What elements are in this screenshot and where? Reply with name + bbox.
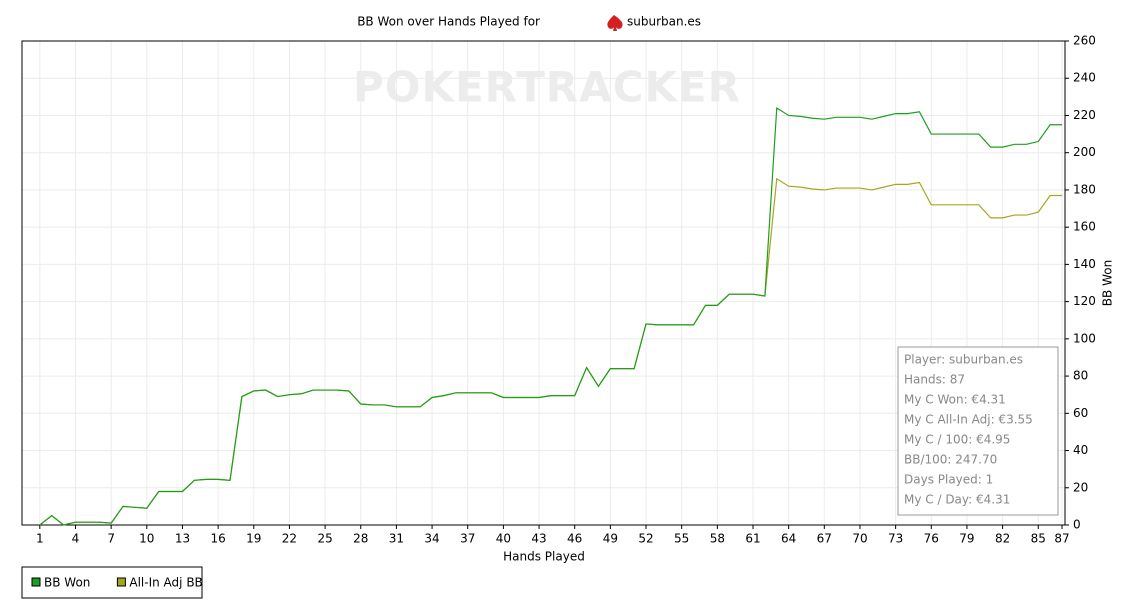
legend-swatch <box>31 577 41 587</box>
x-tick-label: 37 <box>460 532 475 546</box>
y-tick-label: 40 <box>1073 443 1088 457</box>
x-tick-label: 1 <box>36 532 44 546</box>
stat-line: Player: suburban.es <box>904 353 1023 367</box>
y-tick-label: 60 <box>1073 406 1088 420</box>
y-tick-label: 120 <box>1073 294 1096 308</box>
y-tick-label: 220 <box>1073 108 1096 122</box>
y-tick-label: 100 <box>1073 331 1096 345</box>
x-tick-label: 13 <box>175 532 190 546</box>
y-axis-title: BB Won <box>1101 260 1115 306</box>
x-tick-label: 34 <box>424 532 439 546</box>
y-tick-label: 180 <box>1073 182 1096 196</box>
x-tick-label: 55 <box>674 532 689 546</box>
series-line <box>39 106 1063 526</box>
stat-line: My C / Day: €4.31 <box>904 493 1010 507</box>
player-name: suburban.es <box>627 15 701 29</box>
stat-line: My C Won: €4.31 <box>904 393 1006 407</box>
x-tick-label: 40 <box>496 532 511 546</box>
x-tick-label: 46 <box>567 532 582 546</box>
x-tick-label: 58 <box>710 532 725 546</box>
x-tick-label: 19 <box>246 532 261 546</box>
x-tick-label: 82 <box>995 532 1010 546</box>
y-tick-label: 240 <box>1073 71 1096 85</box>
x-tick-label: 85 <box>1031 532 1046 546</box>
x-tick-label: 4 <box>72 532 80 546</box>
x-tick-label: 79 <box>959 532 974 546</box>
x-tick-label: 76 <box>924 532 939 546</box>
x-tick-label: 52 <box>638 532 653 546</box>
spade-icon <box>607 15 623 31</box>
y-tick-label: 260 <box>1073 34 1096 48</box>
x-tick-label: 67 <box>817 532 832 546</box>
plot-frame <box>21 40 1066 526</box>
x-tick-label: 10 <box>139 532 154 546</box>
x-tick-label: 70 <box>852 532 867 546</box>
stat-line: Days Played: 1 <box>904 473 993 487</box>
x-tick-label: 22 <box>282 532 297 546</box>
y-tick-label: 160 <box>1073 220 1096 234</box>
y-tick-label: 20 <box>1073 480 1088 494</box>
x-tick-label: 64 <box>781 532 796 546</box>
stat-line: BB/100: 247.70 <box>904 453 997 467</box>
x-tick-label: 31 <box>389 532 404 546</box>
y-tick-label: 80 <box>1073 369 1088 383</box>
stat-line: Hands: 87 <box>904 373 965 387</box>
chart-title: BB Won over Hands Played for <box>357 15 540 29</box>
x-tick-label: 73 <box>888 532 903 546</box>
legend-label: All-In Adj BB <box>129 576 202 590</box>
watermark: POKERTRACKER <box>353 63 741 112</box>
x-tick-label: 16 <box>210 532 225 546</box>
legend-box <box>21 566 203 599</box>
stat-line: My C / 100: €4.95 <box>904 433 1010 447</box>
x-tick-label: 87 <box>1054 532 1069 546</box>
legend-swatch <box>116 577 126 587</box>
legend-label: BB Won <box>44 576 90 590</box>
x-tick-label: 43 <box>531 532 546 546</box>
stat-line: My C All-In Adj: €3.55 <box>904 413 1033 427</box>
x-axis-title: Hands Played <box>503 550 585 564</box>
x-tick-label: 49 <box>603 532 618 546</box>
x-tick-label: 61 <box>745 532 760 546</box>
y-tick-label: 0 <box>1073 518 1081 532</box>
x-tick-label: 28 <box>353 532 368 546</box>
x-tick-label: 25 <box>317 532 332 546</box>
x-tick-label: 7 <box>107 532 115 546</box>
stats-box <box>897 346 1059 516</box>
y-tick-label: 200 <box>1073 145 1096 159</box>
y-tick-label: 140 <box>1073 257 1096 271</box>
